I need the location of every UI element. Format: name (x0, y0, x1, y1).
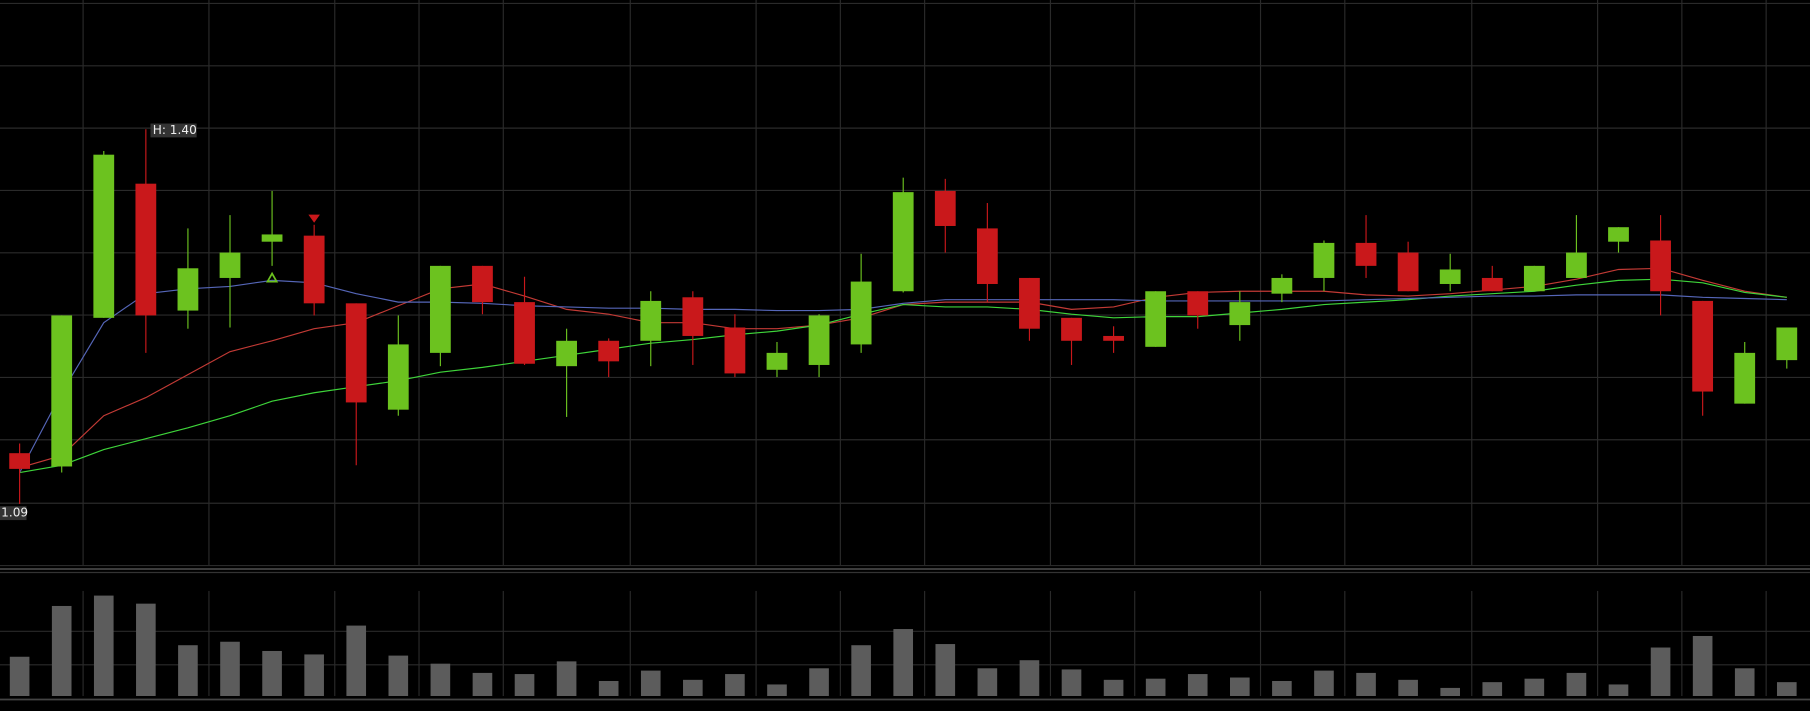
volume-bar (725, 674, 745, 696)
candle-body (1481, 277, 1503, 292)
candle-body (303, 235, 325, 304)
candle-body (1776, 327, 1798, 361)
volume-bar (93, 595, 114, 696)
volume-bar (1692, 635, 1713, 696)
candle-body (261, 234, 283, 242)
candle-body (1229, 302, 1251, 326)
volume-bar (1524, 678, 1545, 696)
moving-average-line (19, 279, 1787, 473)
candle-body (387, 344, 409, 410)
candle-body (135, 183, 157, 316)
candle-body (177, 268, 199, 311)
candle-body (1103, 335, 1124, 341)
candle-body (892, 192, 914, 292)
volume-bar (136, 603, 156, 696)
candle-body (219, 252, 241, 278)
moving-average-line (19, 278, 1787, 474)
volume-bar (556, 661, 577, 696)
volume-bar (1103, 679, 1124, 696)
candle-body (640, 300, 662, 341)
volume-bar (1650, 647, 1671, 696)
volume-bar (1314, 670, 1334, 696)
candle-body (1692, 300, 1714, 392)
volume-bar (1566, 672, 1587, 696)
candle-body (934, 190, 956, 226)
volume-bar (220, 641, 240, 696)
volume-bar (262, 650, 282, 696)
candle-body (1061, 317, 1082, 341)
candle-body (429, 265, 451, 353)
candle-body (1355, 242, 1377, 266)
volume-bar (1440, 687, 1461, 696)
candle-body (682, 297, 704, 336)
high-label-box (150, 123, 197, 138)
candle-body (1566, 252, 1587, 278)
candle-body (51, 315, 73, 467)
candle-body (514, 302, 535, 364)
volume-bar (1019, 660, 1040, 696)
volume-bar (598, 680, 619, 696)
candle-body (1734, 352, 1756, 404)
volume-bar (1272, 680, 1292, 696)
candle-body (976, 228, 998, 284)
volume-bar (51, 605, 72, 696)
volume-bar (1061, 669, 1082, 696)
volume-bar (430, 663, 451, 696)
volume-bar (1608, 684, 1629, 696)
volume-bar (346, 625, 367, 696)
candle-body (1523, 265, 1545, 292)
volume-bar (304, 654, 324, 696)
candle-body (1397, 252, 1419, 292)
candle-body (1650, 240, 1671, 292)
volume-bar (977, 668, 998, 696)
candle-body (1145, 291, 1167, 347)
candle-body (1019, 277, 1040, 329)
candle-body (766, 352, 788, 370)
volume-bar (640, 670, 661, 696)
candle-body (598, 340, 620, 362)
candle-body (1313, 242, 1335, 278)
volume-bar (1734, 668, 1755, 696)
volume-bar (1356, 672, 1376, 696)
volume-bar (388, 655, 409, 696)
volume-bar (851, 645, 871, 696)
candle-body (472, 265, 493, 303)
volume-bar (1776, 682, 1797, 696)
candle-body (808, 315, 830, 365)
candle-body (93, 154, 115, 318)
volume-bar (9, 656, 30, 696)
candle-body (724, 327, 746, 374)
volume-bar (1187, 674, 1208, 696)
volume-bar (767, 684, 787, 696)
volume-bar (1145, 678, 1166, 696)
low-label-box (0, 506, 27, 521)
volume-bar (1482, 682, 1503, 696)
volume-bar (1230, 677, 1250, 696)
volume-bar (178, 645, 198, 696)
candle-body (556, 340, 577, 367)
volume-bar (514, 674, 535, 696)
candle-body (1187, 291, 1209, 316)
candle-body (850, 281, 872, 345)
candle-body (1439, 269, 1461, 284)
volume-bar (935, 644, 956, 696)
buy-marker (265, 271, 279, 283)
volume-bar (472, 672, 493, 696)
volume-bar (809, 668, 829, 696)
low-label: 1.09 (1, 506, 28, 520)
volume-bar (683, 679, 703, 696)
volume-bar (893, 629, 914, 696)
candle-body (9, 453, 31, 469)
volume-bar (1398, 679, 1418, 696)
candle-body (345, 303, 367, 403)
sell-marker (308, 214, 320, 223)
candle-body (1608, 227, 1629, 242)
high-label: H: 1.40 (153, 123, 197, 137)
candle-body (1271, 277, 1293, 294)
moving-average-line (19, 267, 1787, 469)
